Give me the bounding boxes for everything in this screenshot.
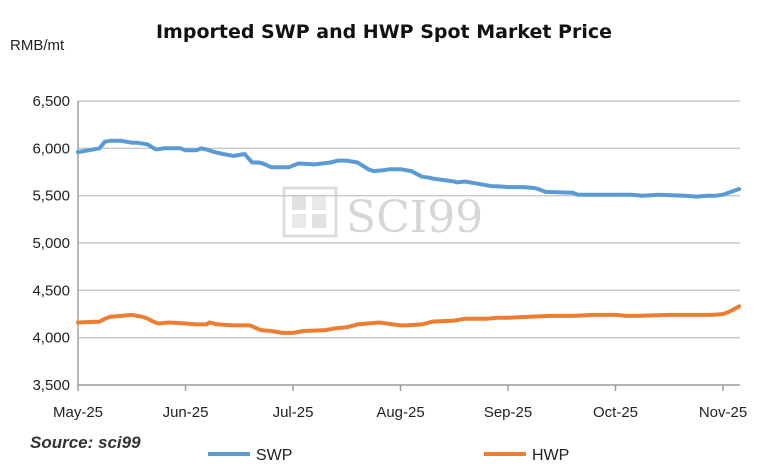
legend-swp-label: SWP — [256, 447, 292, 464]
y-tick-label: 4,000 — [32, 330, 70, 347]
y-tick-labels: 3,500 4,000 4,500 5,000 5,500 6,000 6,500 — [32, 93, 70, 394]
series-line-swp — [76, 138, 742, 199]
axes — [77, 101, 740, 391]
y-tick-label: 4,500 — [32, 282, 70, 299]
x-tick-label: Jun-25 — [163, 404, 209, 421]
watermark: SCI99 — [282, 186, 483, 243]
series-line-hwp — [76, 304, 742, 335]
x-tick-label: May-25 — [53, 404, 103, 421]
chart-title: Imported SWP and HWP Spot Market Price — [156, 21, 612, 43]
x-tick-label: Aug-25 — [376, 404, 424, 421]
x-tick-label: Oct-25 — [593, 404, 638, 421]
watermark-text: SCI99 — [346, 192, 483, 243]
legend: SWP HWP — [208, 447, 569, 464]
y-tick-label: 5,000 — [32, 235, 70, 252]
x-tick-label: Jul-25 — [273, 404, 314, 421]
y-tick-label: 5,500 — [32, 188, 70, 205]
x-tick-labels: May-25 Jun-25 Jul-25 Aug-25 Sep-25 Oct-25 Nov-… — [53, 404, 747, 421]
y-tick-label: 6,500 — [32, 93, 70, 110]
y-tick-label: 6,000 — [32, 140, 70, 157]
source-label: Source: sci99 — [30, 433, 141, 452]
series-lines — [76, 138, 742, 335]
watermark-logo-icon — [282, 186, 338, 238]
y-axis-unit-label: RMB/mt — [10, 37, 65, 54]
x-tick-label: Nov-25 — [699, 404, 747, 421]
legend-hwp-label: HWP — [532, 447, 569, 464]
x-tick-label: Sep-25 — [484, 404, 532, 421]
y-tick-label: 3,500 — [32, 377, 70, 394]
